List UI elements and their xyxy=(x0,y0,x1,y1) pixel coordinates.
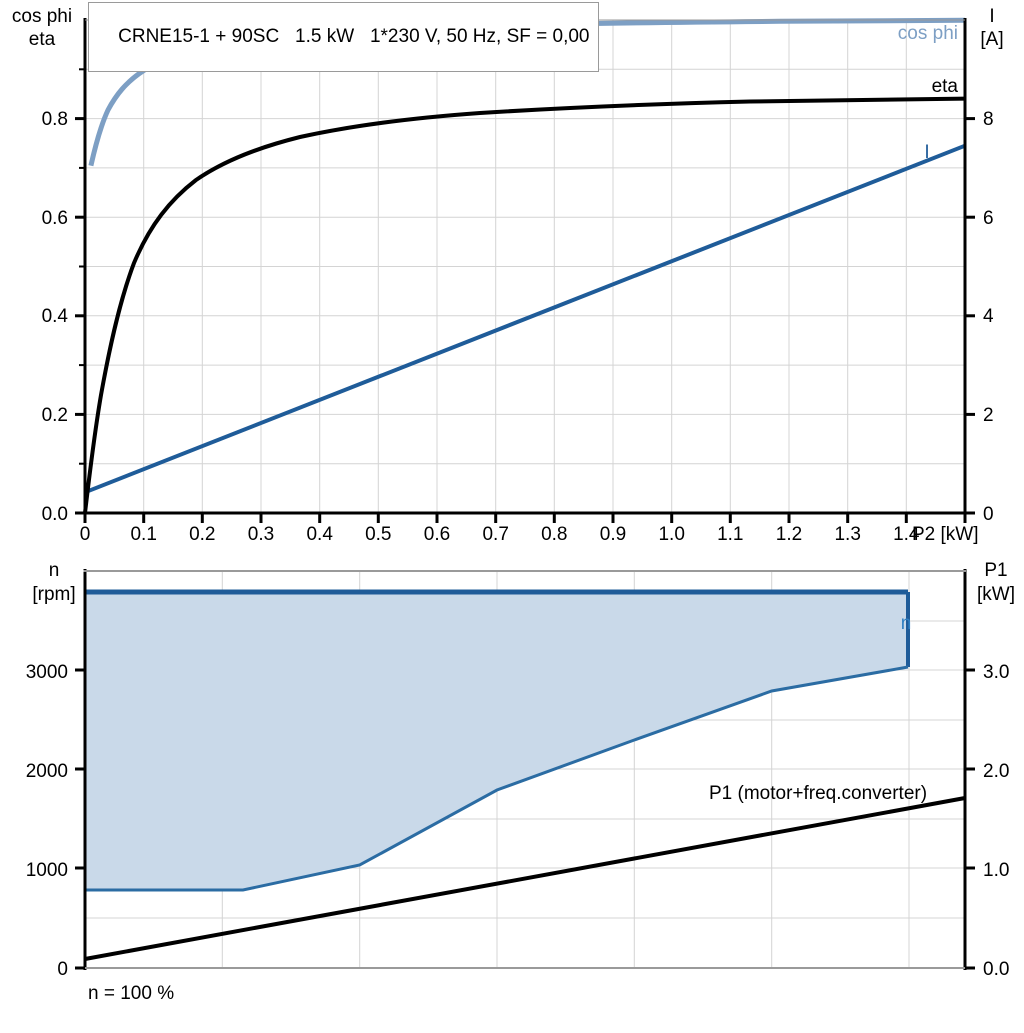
bottom-chart-right-ticks xyxy=(965,668,975,970)
top-x-tick-1: 0.1 xyxy=(130,524,156,545)
speed-envelope-lower-line xyxy=(85,665,909,892)
top-right-tick-3: 6 xyxy=(983,208,994,229)
top-x-tick-5: 0.5 xyxy=(365,524,391,545)
top-x-tick-8: 0.8 xyxy=(541,524,567,545)
top-x-tick-12: 1.2 xyxy=(776,524,802,545)
bottom-left-tick-2: 2000 xyxy=(26,761,68,782)
top-chart-left-minor-ticks xyxy=(79,68,85,465)
top-x-tick-0: 0 xyxy=(80,524,91,545)
top-chart-horizontal-gridlines xyxy=(85,19,965,465)
top-x-tick-4: 0.4 xyxy=(306,524,333,545)
bottom-right-tick-3: 3.0 xyxy=(983,662,1009,683)
top-x-tick-9: 0.9 xyxy=(600,524,626,545)
bottom-left-tick-0: 0 xyxy=(57,959,68,980)
top-chart-right-axis-title-1: I xyxy=(989,6,994,27)
footnote-speed-percent: n = 100 % xyxy=(88,983,175,1004)
top-left-tick-2: 0.4 xyxy=(42,306,69,327)
bottom-right-tick-2: 2.0 xyxy=(983,761,1009,782)
top-x-tick-6: 0.6 xyxy=(424,524,450,545)
top-chart-x-ticks xyxy=(83,513,967,523)
speed-envelope-area xyxy=(85,592,908,890)
top-right-tick-2: 4 xyxy=(983,306,994,327)
top-x-tick-10: 1.0 xyxy=(658,524,684,545)
bottom-chart-right-axis-title-2: [kW] xyxy=(977,584,1015,605)
speed-curve-label: n xyxy=(901,613,912,634)
top-x-tick-11: 1.1 xyxy=(717,524,743,545)
top-chart-left-axis-title-1: cos phi xyxy=(12,6,72,27)
chart-title-box: CRNE15-1 + 90SC 1.5 kW 1*230 V, 50 Hz, S… xyxy=(88,2,599,72)
top-x-tick-7: 0.7 xyxy=(482,524,508,545)
top-right-tick-0: 0 xyxy=(983,504,994,525)
current-curve xyxy=(84,143,966,495)
top-left-tick-1: 0.2 xyxy=(42,405,68,426)
eta-curve-label: eta xyxy=(932,76,959,97)
current-curve-label: I xyxy=(924,142,929,163)
top-x-tick-13: 1.3 xyxy=(834,524,860,545)
bottom-chart-left-ticks xyxy=(75,668,85,970)
bottom-left-tick-1: 1000 xyxy=(26,860,68,881)
top-x-tick-2: 0.2 xyxy=(189,524,215,545)
bottom-left-tick-3: 3000 xyxy=(26,662,68,683)
top-x-tick-3: 0.3 xyxy=(248,524,274,545)
bottom-chart-left-axis-title-1: n xyxy=(49,560,60,581)
top-left-tick-3: 0.6 xyxy=(42,208,68,229)
top-chart: 0.0 0.2 0.4 0.6 0.8 0 2 4 6 8 0 0.1 0.2 … xyxy=(12,6,1004,545)
top-chart-left-ticks xyxy=(75,117,85,515)
top-chart-left-axis-title-2: eta xyxy=(29,29,56,50)
bottom-chart-left-axis-title-2: [rpm] xyxy=(32,584,75,605)
p1-curve xyxy=(84,796,966,961)
top-x-tick-14: 1.4 xyxy=(893,524,920,545)
top-right-tick-1: 2 xyxy=(983,405,994,426)
top-chart-x-axis-title: P2 [kW] xyxy=(912,524,979,545)
cos-phi-curve-label: cos phi xyxy=(898,23,958,44)
bottom-right-tick-0: 0.0 xyxy=(983,959,1009,980)
eta-curve xyxy=(83,96,966,514)
p1-curve-label: P1 (motor+freq.converter) xyxy=(709,783,927,804)
top-chart-right-axis-title-2: [A] xyxy=(980,29,1003,50)
chart-title-text: CRNE15-1 + 90SC 1.5 kW 1*230 V, 50 Hz, S… xyxy=(118,26,590,47)
bottom-chart-right-axis-title-1: P1 xyxy=(984,560,1007,581)
top-left-tick-4: 0.8 xyxy=(42,109,68,130)
top-left-tick-0: 0.0 xyxy=(42,504,68,525)
bottom-chart: 0 1000 2000 3000 0.0 1.0 2.0 3.0 n [rpm]… xyxy=(26,560,1015,980)
top-right-tick-4: 8 xyxy=(983,109,994,130)
top-chart-right-ticks xyxy=(965,117,975,515)
bottom-right-tick-1: 1.0 xyxy=(983,860,1009,881)
